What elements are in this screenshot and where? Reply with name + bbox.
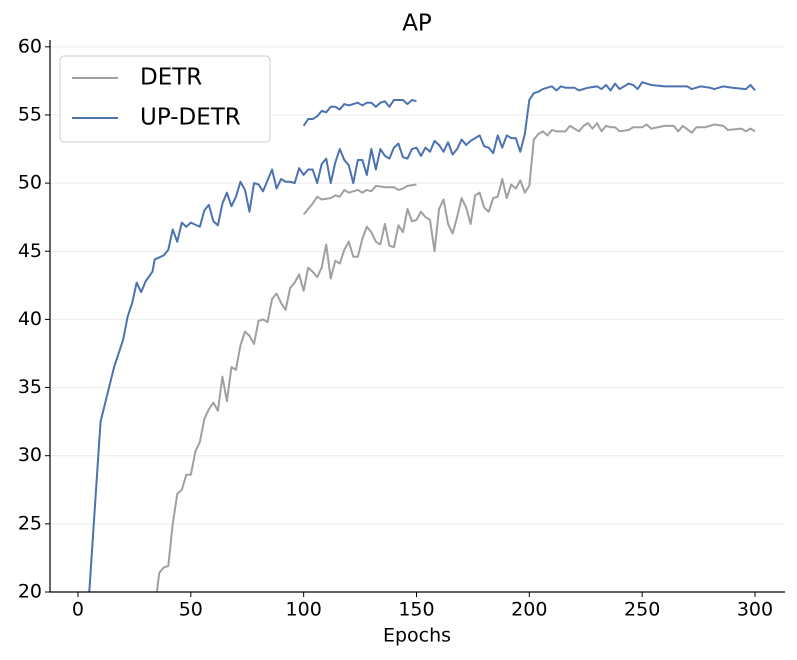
ticks: 20 25 30 35 40 45 50 55 60 0 50 100 150 200 250 300 [18,35,773,620]
y-tick-label: 30 [18,444,42,466]
chart-title: AP [402,11,432,37]
y-tick-label: 55 [18,103,42,125]
y-tick-label: 60 [18,35,42,57]
x-tick-label: 100 [286,599,322,621]
legend-label: UP-DETR [140,105,241,131]
y-tick-label: 50 [18,172,42,194]
x-tick-label: 150 [398,599,434,621]
x-axis-label: Epochs [383,625,451,647]
legend-label: DETR [140,65,202,91]
y-tick-label: 35 [18,376,42,398]
x-tick-label: 50 [179,599,203,621]
series-line [88,81,756,592]
y-tick-label: 25 [18,512,42,534]
plot-area [88,81,756,592]
x-tick-label: 0 [72,599,84,621]
x-tick-label: 300 [737,599,773,621]
x-tick-label: 250 [624,599,660,621]
series-line [155,122,756,592]
y-tick-label: 45 [18,240,42,262]
legend: DETR UP-DETR [59,55,271,143]
y-tick-label: 20 [18,581,42,603]
x-tick-label: 200 [511,599,547,621]
y-tick-label: 40 [18,308,42,330]
